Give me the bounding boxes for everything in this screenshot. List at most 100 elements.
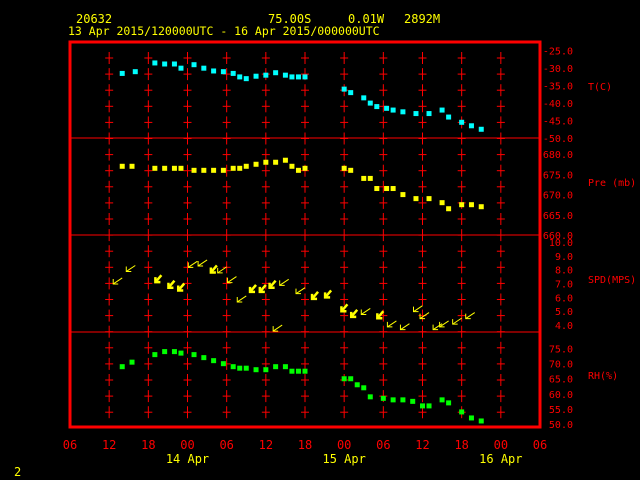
date-label: 15 Apr xyxy=(322,452,365,466)
time-tick-label: 18 xyxy=(298,438,312,452)
time-tick-label: 00 xyxy=(494,438,508,452)
axis-tick-label: 675.0 xyxy=(543,170,573,181)
pressure-point xyxy=(390,186,396,192)
wind-arrow-head xyxy=(272,326,279,332)
humidity-point xyxy=(211,358,217,364)
wind-arrow-head xyxy=(419,313,426,320)
axis-tick-label: 680.0 xyxy=(543,150,573,161)
wind-arrow xyxy=(154,274,163,284)
wind-arrow-shaft xyxy=(236,295,247,303)
axis-tick-label: 4.0 xyxy=(555,321,573,332)
axis-tick-label: 665.0 xyxy=(543,211,573,222)
wind-arrow xyxy=(209,264,218,274)
axis-tick-label: 70.0 xyxy=(549,360,573,371)
temperature-point xyxy=(384,105,390,111)
pressure-point xyxy=(361,175,367,181)
humidity-point xyxy=(263,367,269,373)
temperature-point xyxy=(253,73,259,79)
time-tick-label: 00 xyxy=(180,438,194,452)
wind-arrow-head xyxy=(217,267,223,274)
pressure-point xyxy=(439,200,445,206)
temperature-point xyxy=(132,69,138,75)
axis-tick-label: -40.0 xyxy=(543,99,573,110)
wind-arrow-head xyxy=(176,285,184,292)
wind-arrow xyxy=(386,320,397,328)
pressure-point xyxy=(282,157,288,163)
pressure-point xyxy=(468,202,474,208)
humidity-point xyxy=(420,403,425,409)
wind-arrow-head xyxy=(376,313,383,320)
time-tick-label: 00 xyxy=(337,438,351,452)
temperature-point xyxy=(162,61,168,67)
temperature-point xyxy=(295,74,301,80)
wind-arrow xyxy=(340,303,349,313)
wind-arrow-shaft xyxy=(439,320,449,328)
wind-arrow-shaft xyxy=(112,277,123,285)
wind-arrow xyxy=(279,278,289,286)
temperature-point xyxy=(400,109,406,115)
wind-arrow-shaft xyxy=(227,276,237,283)
panel-label: SPD(MPS) xyxy=(588,275,636,286)
wind-arrow-head xyxy=(452,319,458,325)
wind-arrow-head xyxy=(167,282,174,289)
wind-arrow-head xyxy=(310,293,318,301)
temperature-point xyxy=(413,111,419,117)
temperature-point xyxy=(390,107,396,113)
pressure-point xyxy=(211,167,217,173)
pressure-point xyxy=(446,206,452,212)
wind-arrow xyxy=(176,282,186,292)
pressure-point xyxy=(230,165,236,171)
humidity-point xyxy=(171,349,177,355)
wind-arrow-shaft xyxy=(361,308,371,315)
humidity-point xyxy=(152,352,158,358)
wind-arrow xyxy=(295,287,306,295)
humidity-point xyxy=(459,409,465,415)
temperature-point xyxy=(459,119,465,125)
temperature-point xyxy=(367,100,373,106)
wind-arrow xyxy=(236,295,247,303)
wind-arrow-shaft xyxy=(272,324,283,332)
wind-arrow-head xyxy=(413,306,419,313)
wind-arrow-shaft xyxy=(295,287,306,295)
wind-arrow xyxy=(112,277,123,285)
temperature-point xyxy=(348,90,354,96)
time-tick-label: 12 xyxy=(259,438,273,452)
pressure-point xyxy=(295,167,301,173)
axis-tick-label: -35.0 xyxy=(543,82,573,93)
wind-arrow xyxy=(167,279,176,289)
axis-tick-label: -50.0 xyxy=(543,134,573,145)
humidity-point xyxy=(230,364,236,370)
temperature-point xyxy=(468,123,474,129)
humidity-point xyxy=(243,365,249,371)
wind-arrow-head xyxy=(349,311,357,319)
wind-arrow xyxy=(187,260,198,268)
time-tick-label: 12 xyxy=(102,438,116,452)
wind-arrow xyxy=(419,312,430,320)
axis-tick-label: 660.0 xyxy=(543,231,573,242)
axis-tick-label: -30.0 xyxy=(543,64,573,75)
temperature-point xyxy=(191,62,197,68)
pressure-point xyxy=(171,165,177,171)
pressure-point xyxy=(459,202,465,208)
wind-arrow-head xyxy=(125,266,132,272)
page-number: 2 xyxy=(14,465,22,479)
temperature-point xyxy=(152,60,158,66)
axis-tick-label: 9.0 xyxy=(555,252,573,263)
wind-arrow xyxy=(217,266,227,274)
wind-arrow xyxy=(272,324,283,332)
wind-arrow-shaft xyxy=(279,278,289,286)
wind-arrow xyxy=(258,284,267,294)
humidity-point xyxy=(468,415,474,421)
panel-label: Pre (mb) xyxy=(588,178,636,189)
temperature-point xyxy=(211,68,217,74)
wind-arrow-head xyxy=(197,260,204,267)
wind-arrow-head xyxy=(323,292,331,299)
temperature-point xyxy=(230,70,236,76)
pressure-point xyxy=(191,167,197,173)
wind-arrow-shaft xyxy=(126,265,136,272)
axis-tick-label: -25.0 xyxy=(543,47,573,58)
wind-arrow xyxy=(226,276,237,284)
wind-arrow xyxy=(268,279,277,289)
temperature-point xyxy=(220,69,226,75)
